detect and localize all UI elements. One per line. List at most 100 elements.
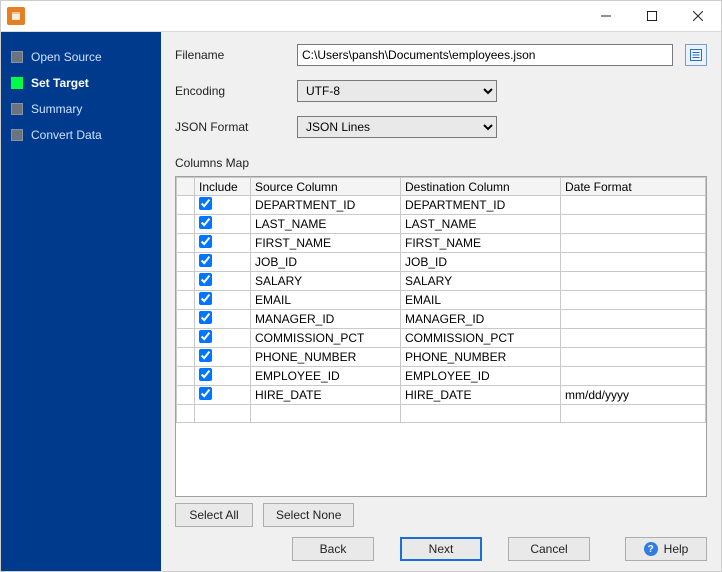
row-handle[interactable] [177, 291, 195, 310]
row-handle[interactable] [177, 329, 195, 348]
empty-cell [195, 405, 251, 423]
back-button[interactable]: Back [292, 537, 374, 561]
filename-input[interactable] [297, 44, 673, 66]
table-row[interactable]: COMMISSION_PCTCOMMISSION_PCT [177, 329, 706, 348]
table-row[interactable]: SALARYSALARY [177, 272, 706, 291]
datefmt-header[interactable]: Date Format [561, 178, 706, 196]
dest-header[interactable]: Destination Column [401, 178, 561, 196]
row-handle[interactable] [177, 272, 195, 291]
datefmt-cell[interactable] [561, 196, 706, 215]
close-button[interactable] [675, 1, 721, 31]
maximize-button[interactable] [629, 1, 675, 31]
wizard-step[interactable]: Summary [9, 96, 153, 122]
table-row[interactable]: EMPLOYEE_IDEMPLOYEE_ID [177, 367, 706, 386]
dest-cell[interactable]: PHONE_NUMBER [401, 348, 561, 367]
table-row[interactable]: MANAGER_IDMANAGER_ID [177, 310, 706, 329]
datefmt-cell[interactable] [561, 310, 706, 329]
include-checkbox[interactable] [199, 292, 212, 305]
dest-cell[interactable]: DEPARTMENT_ID [401, 196, 561, 215]
next-button[interactable]: Next [400, 537, 482, 561]
include-checkbox[interactable] [199, 254, 212, 267]
include-checkbox[interactable] [199, 330, 212, 343]
include-cell [195, 215, 251, 234]
row-handle[interactable] [177, 234, 195, 253]
dest-cell[interactable]: HIRE_DATE [401, 386, 561, 405]
datefmt-cell[interactable] [561, 253, 706, 272]
row-handle[interactable] [177, 367, 195, 386]
select-none-button[interactable]: Select None [263, 503, 354, 527]
include-checkbox[interactable] [199, 216, 212, 229]
row-handle[interactable] [177, 310, 195, 329]
include-checkbox[interactable] [199, 273, 212, 286]
datefmt-cell[interactable] [561, 234, 706, 253]
include-cell [195, 196, 251, 215]
help-button[interactable]: ? Help [625, 537, 707, 561]
row-handle[interactable] [177, 215, 195, 234]
source-cell[interactable]: FIRST_NAME [251, 234, 401, 253]
source-cell[interactable]: LAST_NAME [251, 215, 401, 234]
jsonformat-label: JSON Format [175, 120, 285, 134]
browse-button[interactable] [685, 44, 707, 66]
table-row[interactable]: HIRE_DATEHIRE_DATEmm/dd/yyyy [177, 386, 706, 405]
jsonformat-select[interactable]: JSON Lines [297, 116, 497, 138]
source-cell[interactable]: EMAIL [251, 291, 401, 310]
include-checkbox[interactable] [199, 368, 212, 381]
row-handle[interactable] [177, 253, 195, 272]
include-checkbox[interactable] [199, 387, 212, 400]
include-header[interactable]: Include [195, 178, 251, 196]
wizard-step[interactable]: Convert Data [9, 122, 153, 148]
row-handle[interactable] [177, 196, 195, 215]
datefmt-cell[interactable] [561, 348, 706, 367]
table-row[interactable]: DEPARTMENT_IDDEPARTMENT_ID [177, 196, 706, 215]
datefmt-cell[interactable] [561, 215, 706, 234]
minimize-button[interactable] [583, 1, 629, 31]
wizard-step[interactable]: Set Target [9, 70, 153, 96]
source-cell[interactable]: COMMISSION_PCT [251, 329, 401, 348]
dest-cell[interactable]: MANAGER_ID [401, 310, 561, 329]
dest-cell[interactable]: EMAIL [401, 291, 561, 310]
table-row[interactable]: EMAILEMAIL [177, 291, 706, 310]
include-checkbox[interactable] [199, 311, 212, 324]
encoding-select[interactable]: UTF-8 [297, 80, 497, 102]
datefmt-cell[interactable] [561, 291, 706, 310]
source-cell[interactable]: DEPARTMENT_ID [251, 196, 401, 215]
dest-cell[interactable]: LAST_NAME [401, 215, 561, 234]
dest-cell[interactable]: EMPLOYEE_ID [401, 367, 561, 386]
source-cell[interactable]: HIRE_DATE [251, 386, 401, 405]
include-checkbox[interactable] [199, 349, 212, 362]
table-row[interactable]: FIRST_NAMEFIRST_NAME [177, 234, 706, 253]
row-handle[interactable] [177, 386, 195, 405]
table-row[interactable]: LAST_NAMELAST_NAME [177, 215, 706, 234]
help-label: Help [664, 542, 689, 556]
include-cell [195, 348, 251, 367]
include-checkbox[interactable] [199, 197, 212, 210]
columns-map-table: Include Source Column Destination Column… [176, 177, 706, 423]
source-cell[interactable]: EMPLOYEE_ID [251, 367, 401, 386]
dest-cell[interactable]: SALARY [401, 272, 561, 291]
include-checkbox[interactable] [199, 235, 212, 248]
include-cell [195, 386, 251, 405]
source-cell[interactable]: MANAGER_ID [251, 310, 401, 329]
source-cell[interactable]: JOB_ID [251, 253, 401, 272]
row-handle[interactable] [177, 348, 195, 367]
datefmt-cell[interactable] [561, 367, 706, 386]
app-icon [7, 7, 25, 25]
source-cell[interactable]: PHONE_NUMBER [251, 348, 401, 367]
dest-cell[interactable]: COMMISSION_PCT [401, 329, 561, 348]
source-cell[interactable]: SALARY [251, 272, 401, 291]
titlebar [1, 1, 721, 31]
include-cell [195, 272, 251, 291]
dest-cell[interactable]: FIRST_NAME [401, 234, 561, 253]
columns-map-grid[interactable]: Include Source Column Destination Column… [175, 176, 707, 497]
datefmt-cell[interactable] [561, 272, 706, 291]
dest-cell[interactable]: JOB_ID [401, 253, 561, 272]
datefmt-cell[interactable]: mm/dd/yyyy [561, 386, 706, 405]
table-row[interactable]: JOB_IDJOB_ID [177, 253, 706, 272]
select-all-button[interactable]: Select All [175, 503, 253, 527]
jsonformat-row: JSON Format JSON Lines [175, 116, 707, 138]
wizard-step[interactable]: Open Source [9, 44, 153, 70]
source-header[interactable]: Source Column [251, 178, 401, 196]
cancel-button[interactable]: Cancel [508, 537, 590, 561]
table-row[interactable]: PHONE_NUMBERPHONE_NUMBER [177, 348, 706, 367]
datefmt-cell[interactable] [561, 329, 706, 348]
